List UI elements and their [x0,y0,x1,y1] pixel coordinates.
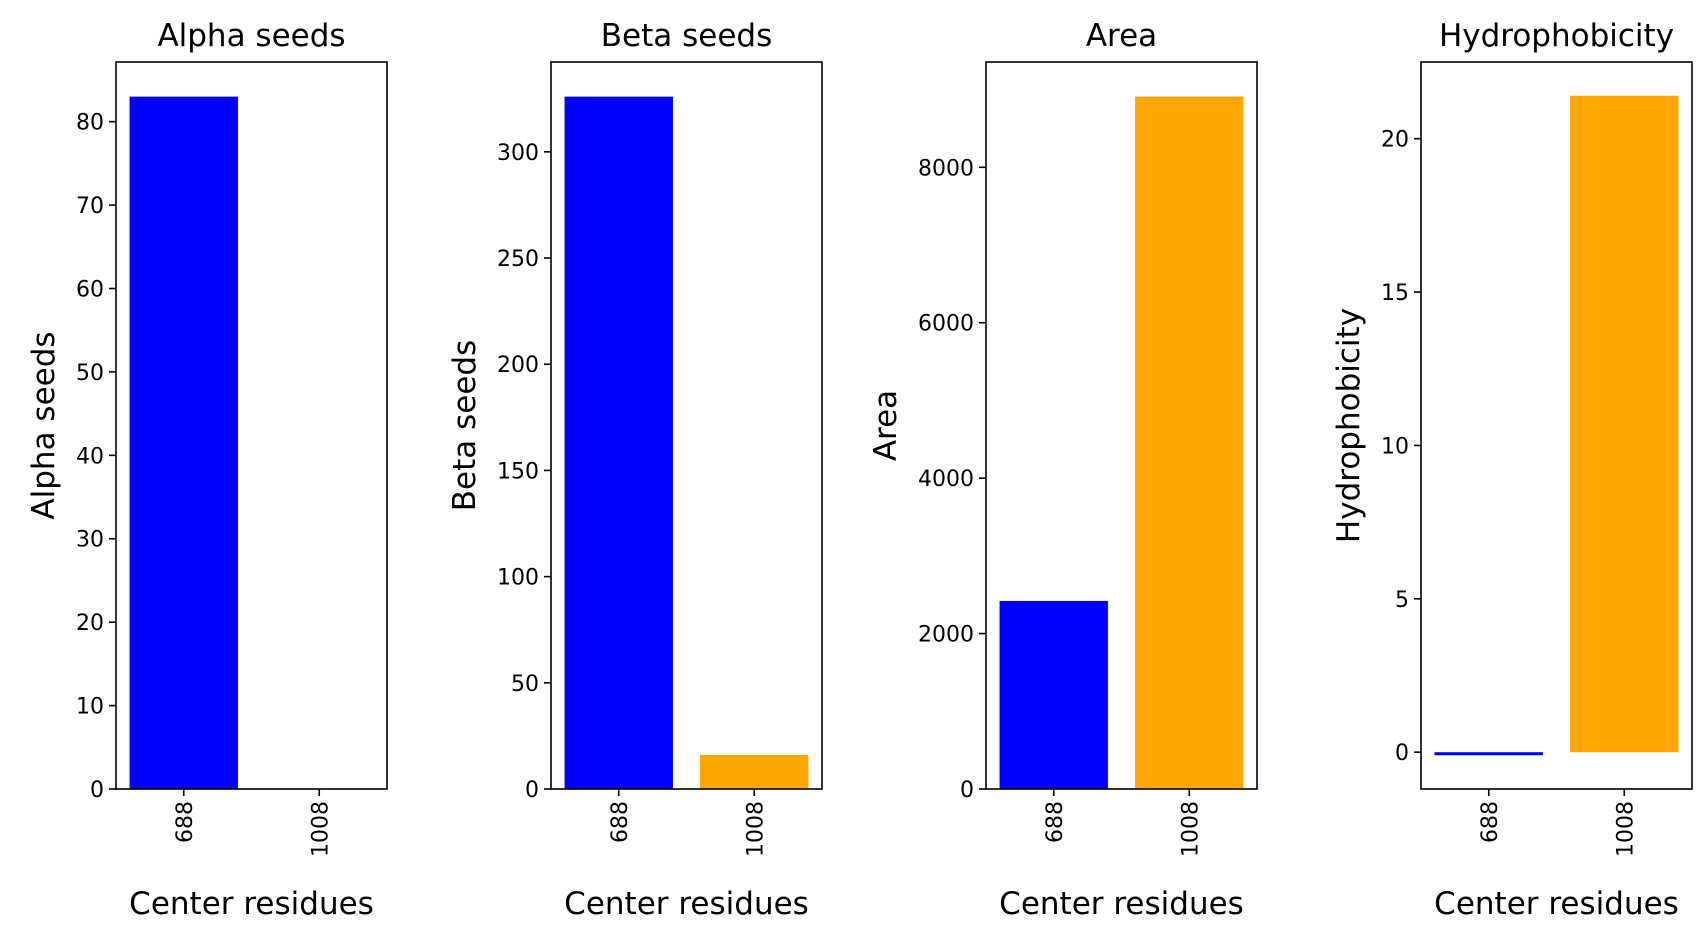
x-axis-label: Center residues [564,886,809,922]
bar-1008 [1570,95,1679,753]
x-tick-label: 1008 [743,801,768,857]
plot-frame [1420,61,1693,790]
x-axis-label: Center residues [999,886,1244,922]
chart-title: Beta seeds [601,18,772,54]
bar-688 [999,600,1108,789]
y-tick-label: 250 [497,247,539,272]
y-tick-label: 0 [90,778,104,803]
x-tick-label: 1008 [1178,801,1203,857]
y-tick-label: 5 [1395,588,1409,613]
y-tick-label: 40 [76,444,104,469]
y-tick-label: 200 [497,353,539,378]
y-tick-label: 4000 [918,467,974,492]
y-tick-label: 20 [1381,128,1409,153]
y-tick-label: 300 [497,141,539,166]
x-tick-label: 688 [173,801,198,843]
y-tick-label: 20 [76,611,104,636]
chart-panel-1: 0 10 20 30 40 50 60 70 80 688 1008 Alpha seeds Cente… [26,18,388,922]
y-tick-label: 50 [76,361,104,386]
x-tick-label: 688 [608,801,633,843]
y-tick-label: 30 [76,528,104,553]
y-axis-label: Area [868,390,904,461]
y-axis-label: Beta seeds [447,340,483,511]
plot-frame [550,61,823,790]
chart-title: Hydrophobicity [1439,18,1674,54]
x-tick-label: 688 [1478,801,1503,843]
bar-1008 [700,755,809,789]
x-tick-label: 1008 [1613,801,1638,857]
chart-panel-3: 0 2000 4000 6000 8000 688 1008 Area Center resid… [868,18,1258,922]
y-tick-label: 70 [76,194,104,219]
chart-panel-4: 0 5 10 15 20 688 1008 Hydrophobicity Center resi… [1331,18,1693,922]
y-tick-label: 80 [76,111,104,136]
chart-title: Area [1086,18,1157,54]
bar-1008 [1135,96,1244,790]
y-tick-label: 0 [1395,741,1409,766]
bar-688 [129,96,238,790]
y-tick-label: 0 [960,778,974,803]
x-tick-label: 1008 [308,801,333,857]
y-tick-label: 10 [1381,434,1409,459]
y-axis-label: Hydrophobicity [1331,308,1367,543]
plot-frame [115,61,388,790]
plot-frame [985,61,1258,790]
y-tick-label: 2000 [918,623,974,648]
x-axis-label: Center residues [129,886,374,922]
y-tick-label: 0 [525,778,539,803]
y-tick-label: 50 [511,672,539,697]
y-tick-label: 100 [497,566,539,591]
chart-panel-2: 0 50 100 150 200 250 300 688 1008 Beta seeds Cente… [447,18,823,922]
x-axis-label: Center residues [1434,886,1679,922]
bar-688 [1434,752,1543,756]
y-tick-label: 15 [1381,281,1409,306]
bar-688 [564,96,673,790]
y-tick-label: 150 [497,459,539,484]
y-tick-label: 6000 [918,312,974,337]
chart-title: Alpha seeds [157,18,345,54]
y-tick-label: 60 [76,277,104,302]
y-tick-label: 10 [76,695,104,720]
x-tick-label: 688 [1043,801,1068,843]
y-axis-label: Alpha seeds [26,331,62,519]
y-tick-label: 8000 [918,156,974,181]
